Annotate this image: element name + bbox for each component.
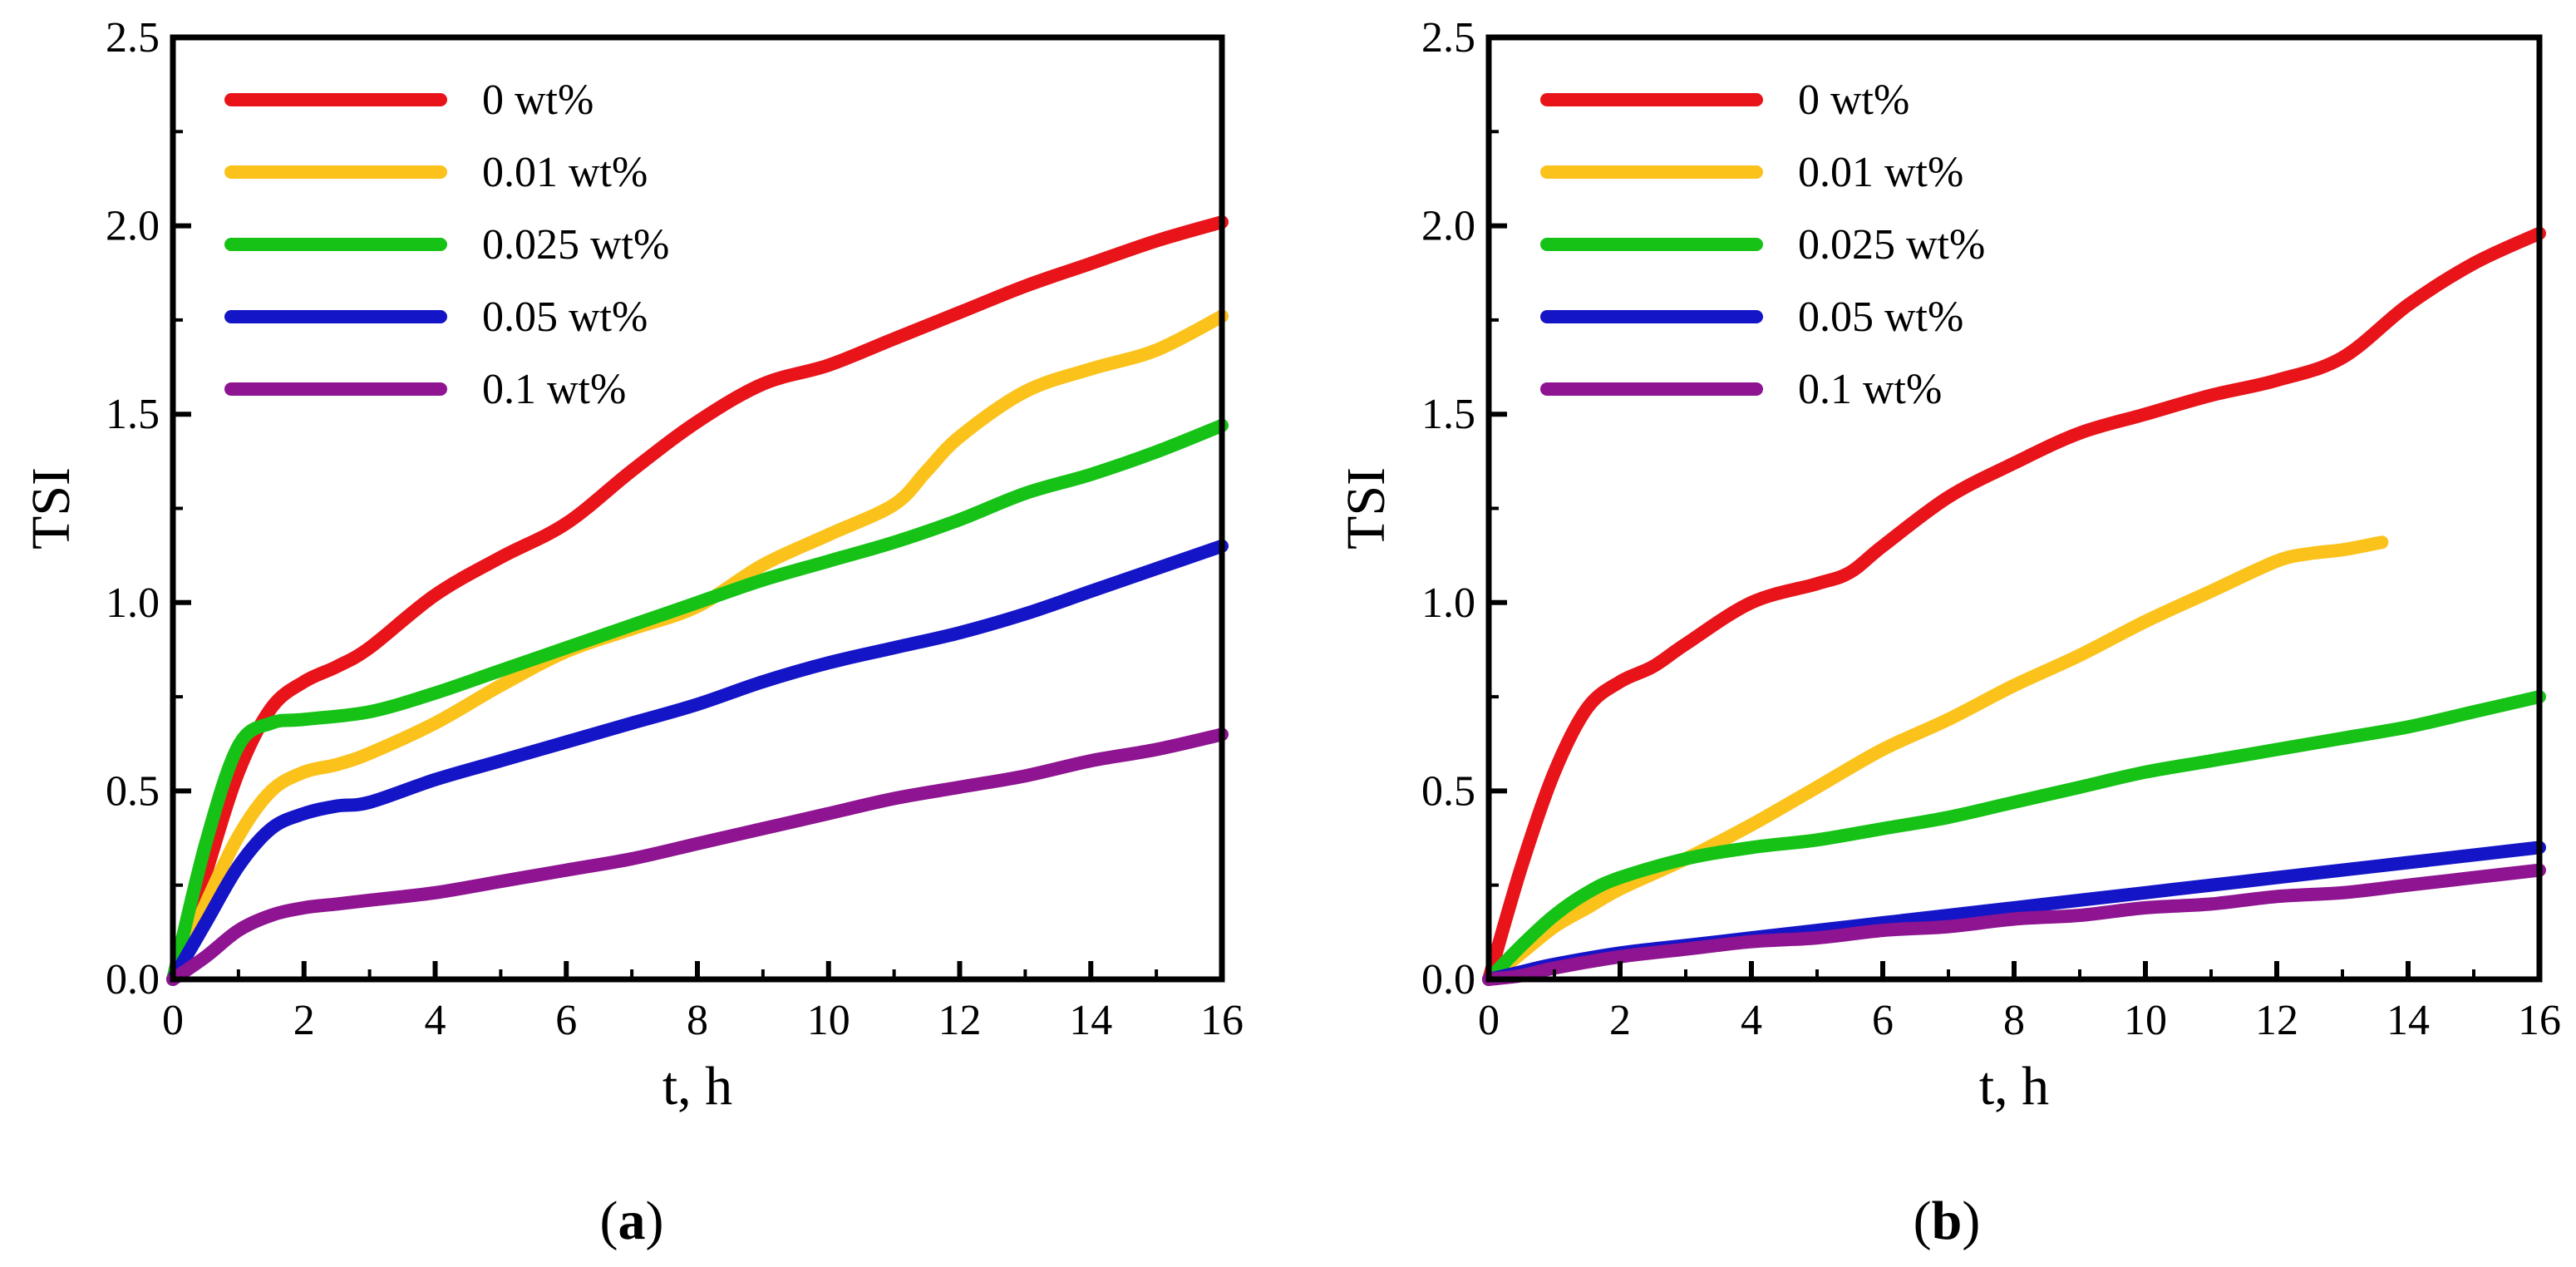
- series-group: [1482, 226, 2546, 986]
- panel-label: (a): [600, 1191, 664, 1251]
- series-line-0-01-wt: [1482, 535, 2389, 986]
- y-tick-label: 1.0: [106, 579, 160, 627]
- y-tick-label: 0.5: [106, 767, 160, 815]
- legend-label: 0.025 wt%: [482, 221, 669, 269]
- y-tick-label: 2.0: [106, 203, 160, 250]
- panel-label-close-paren: ): [1962, 1191, 1980, 1251]
- x-tick-label: 12: [938, 997, 982, 1044]
- chart-panel-a: 0 2 4 6 8 10 12 14 16 0.0 0.5 1.0 1.5 2.0 2.5 t, h TSI 0 …: [21, 14, 1244, 1251]
- x-tick-label: 0: [162, 997, 184, 1044]
- x-axis-title: t, h: [662, 1056, 732, 1117]
- y-axis-title: TSI: [1336, 467, 1396, 550]
- legend-item: 0.025 wt%: [224, 221, 669, 269]
- chart-panel-b: 0 2 4 6 8 10 12 14 16 0.0 0.5 1.0 1.5 2.0 2.5 t, h TSI 0 …: [1336, 14, 2561, 1251]
- legend-item: 0.01 wt%: [224, 149, 648, 196]
- series-line-0-05-wt: [166, 539, 1229, 986]
- series-line-0-1-wt: [1482, 863, 2546, 986]
- panel-label-letter: a: [618, 1191, 646, 1251]
- legend-label: 0 wt%: [1798, 76, 1909, 124]
- x-tick-label: 12: [2255, 997, 2298, 1044]
- legend-item: 0.05 wt%: [1540, 293, 1963, 341]
- series-line-0-1-wt: [166, 727, 1229, 986]
- x-axis-title: t, h: [1979, 1056, 2049, 1117]
- x-tick-label: 14: [2386, 997, 2430, 1044]
- legend-label: 0 wt%: [482, 76, 594, 124]
- y-tick-label: 0.0: [106, 956, 160, 1003]
- series-line-0-wt: [1482, 226, 2546, 986]
- x-tick-label: 16: [1200, 997, 1244, 1044]
- panel-label: (b): [1914, 1191, 1981, 1251]
- series-line-0-025-wt: [1482, 690, 2546, 986]
- y-tick-label: 1.5: [106, 391, 160, 438]
- legend-label: 0.1 wt%: [1798, 366, 1942, 413]
- series-line-0-025-wt: [166, 418, 1229, 986]
- x-tick-label: 2: [293, 997, 315, 1044]
- x-tick-label: 10: [807, 997, 850, 1044]
- panel-label-letter: b: [1932, 1191, 1963, 1251]
- x-tick-label: 4: [1741, 997, 1762, 1044]
- y-tick-label: 2.5: [106, 14, 160, 62]
- x-tick-label: 16: [2518, 997, 2561, 1044]
- y-tick-label: 2.0: [1421, 203, 1475, 250]
- legend: 0 wt% 0.01 wt% 0.025 wt% 0.05 wt% 0.1 wt%: [1540, 76, 1985, 413]
- legend-item: 0 wt%: [224, 76, 594, 124]
- y-tick-label: 0.0: [1421, 956, 1475, 1003]
- series-line-0-wt: [166, 215, 1229, 986]
- x-tick-label: 10: [2124, 997, 2167, 1044]
- x-tick-label: 6: [1872, 997, 1894, 1044]
- legend-label: 0.05 wt%: [482, 293, 648, 341]
- y-axis-title: TSI: [21, 467, 81, 550]
- x-tick-label: 14: [1069, 997, 1112, 1044]
- legend-item: 0.1 wt%: [1540, 366, 1942, 413]
- legend-label: 0.01 wt%: [482, 149, 648, 196]
- x-tick-label: 8: [687, 997, 708, 1044]
- x-tick-label: 8: [2003, 997, 2025, 1044]
- panel-label-close-paren: ): [646, 1191, 664, 1251]
- y-tick-label: 1.5: [1421, 391, 1475, 438]
- x-tick-label: 2: [1609, 997, 1631, 1044]
- legend-item: 0.1 wt%: [224, 366, 626, 413]
- x-tick-label: 6: [555, 997, 577, 1044]
- panel-label-open-paren: (: [1914, 1191, 1932, 1251]
- legend-label: 0.025 wt%: [1798, 221, 1985, 269]
- legend-label: 0.01 wt%: [1798, 149, 1963, 196]
- y-tick-label: 1.0: [1421, 579, 1475, 627]
- legend-item: 0 wt%: [1540, 76, 1909, 124]
- legend-item: 0.05 wt%: [224, 293, 648, 341]
- legend-item: 0.01 wt%: [1540, 149, 1963, 196]
- legend-label: 0.1 wt%: [482, 366, 626, 413]
- y-tick-label: 0.5: [1421, 767, 1475, 815]
- legend-label: 0.05 wt%: [1798, 293, 1963, 341]
- x-tick-label: 0: [1478, 997, 1500, 1044]
- legend: 0 wt% 0.01 wt% 0.025 wt% 0.05 wt% 0.1 wt%: [224, 76, 669, 413]
- series-group: [166, 215, 1229, 986]
- legend-item: 0.025 wt%: [1540, 221, 1985, 269]
- panel-label-open-paren: (: [600, 1191, 618, 1251]
- y-tick-label: 2.5: [1421, 14, 1475, 62]
- x-tick-label: 4: [425, 997, 446, 1044]
